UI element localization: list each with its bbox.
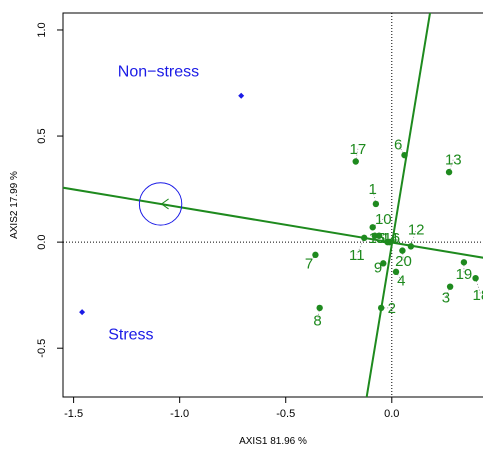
data-point-label: 3 xyxy=(442,289,450,306)
data-point-label: 20 xyxy=(395,253,412,270)
data-point xyxy=(445,168,453,176)
group-point xyxy=(79,309,86,316)
point-connector xyxy=(377,263,384,268)
data-point xyxy=(460,259,468,266)
data-point xyxy=(377,304,385,312)
x-tick-label: -1.5 xyxy=(64,408,83,420)
data-point-label: 10 xyxy=(375,211,392,228)
data-point-label: 8 xyxy=(313,313,321,330)
data-point xyxy=(361,234,368,242)
data-point-label: 1 xyxy=(369,181,377,198)
data-point xyxy=(369,224,376,231)
axis-line-a xyxy=(63,186,483,259)
correlation-circle xyxy=(138,182,183,226)
data-point-label: 9 xyxy=(374,260,382,277)
data-point-label: 18 xyxy=(473,287,484,304)
x-tick-label: -1.0 xyxy=(170,408,189,420)
arrow-head-icon xyxy=(160,198,169,210)
group-label: Non−stress xyxy=(118,64,199,81)
data-point-label: 6 xyxy=(394,137,402,154)
point-connector xyxy=(317,307,321,321)
axis-line-b xyxy=(365,13,432,397)
data-point-label: 5 xyxy=(376,230,384,247)
x-tick-label: 0.0 xyxy=(384,408,399,420)
y-tick-label: 0.5 xyxy=(36,128,48,143)
data-point-label: 17 xyxy=(350,141,367,158)
data-point xyxy=(372,200,380,208)
point-connector xyxy=(397,144,405,156)
data-point xyxy=(386,238,393,246)
data-point xyxy=(316,304,323,312)
y-tick-label: 0.0 xyxy=(36,234,48,249)
data-point xyxy=(407,243,415,250)
data-point xyxy=(472,274,479,282)
point-connector xyxy=(448,159,454,173)
y-tick-label: -0.5 xyxy=(36,339,48,358)
data-point xyxy=(352,158,359,165)
data-point xyxy=(392,268,400,276)
group-label: Stress xyxy=(108,327,153,344)
data-point xyxy=(380,260,387,267)
data-point xyxy=(446,283,454,290)
y-axis-title: AXIS2 17.99 % xyxy=(9,171,20,239)
data-point xyxy=(371,232,379,239)
data-point-label: 14 xyxy=(381,230,398,247)
y-tick-label: 1.0 xyxy=(36,22,48,37)
data-point-label: 4 xyxy=(397,272,405,289)
point-connector xyxy=(372,189,377,205)
data-point xyxy=(401,151,408,159)
data-point-label: 2 xyxy=(388,300,396,317)
x-tick-label: -0.5 xyxy=(276,408,295,420)
point-connector xyxy=(355,148,359,162)
data-point-label: 15 xyxy=(369,230,386,247)
group-point xyxy=(238,92,245,99)
data-point xyxy=(399,247,406,254)
plot-frame xyxy=(62,12,483,398)
data-point-label: 11 xyxy=(349,247,365,264)
data-point-label: 7 xyxy=(305,255,313,272)
data-point xyxy=(312,251,319,259)
x-axis-title: AXIS1 81.96 % xyxy=(239,436,307,447)
point-connector xyxy=(372,218,384,228)
point-connector xyxy=(445,286,451,298)
plot-area: Non−stressStress123456789101112131415161… xyxy=(63,13,484,397)
data-point-label: 12 xyxy=(408,221,425,238)
axes: -1.5 -1.0 -0.5 0.0 -0.5 0.0 0.5 1.0 xyxy=(36,12,483,420)
data-point-label: 16 xyxy=(383,230,400,247)
data-point-label: 19 xyxy=(456,266,473,283)
data-point-label: 13 xyxy=(445,151,462,168)
